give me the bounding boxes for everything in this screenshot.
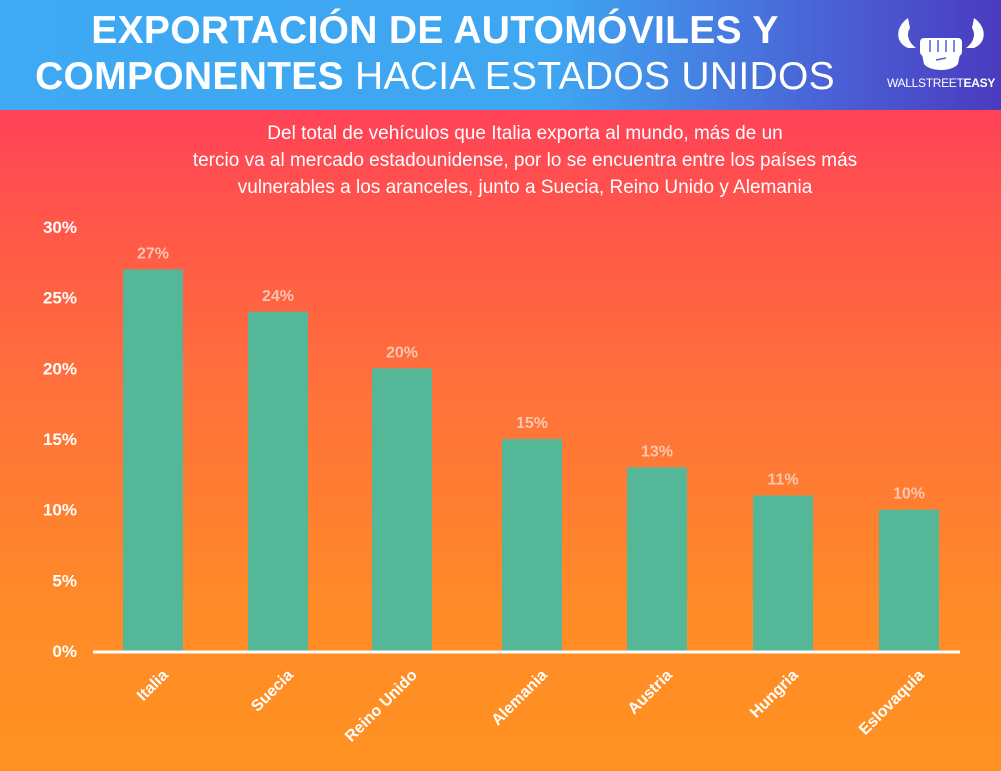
bar-suecia	[248, 311, 308, 651]
value-labels: 27% 24% 20% 15% 13% 11% 10%	[137, 245, 925, 502]
y-tick-label: 10%	[43, 501, 77, 520]
subtitle-line-1: Del total de vehículos que Italia export…	[267, 123, 783, 144]
subtitle-line-2: tercio va al mercado estadounidense, por…	[192, 150, 858, 171]
title-line-1: EXPORTACIÓN DE AUTOMÓVILES Y	[91, 9, 779, 52]
x-tick-label: Reino Unido	[342, 667, 421, 746]
value-label: 13%	[641, 443, 673, 460]
value-label: 27%	[137, 245, 169, 262]
x-tick-label: Alemania	[489, 667, 551, 729]
bar-hungria	[753, 495, 813, 651]
bars	[123, 269, 939, 651]
header-banner: EXPORTACIÓN DE AUTOMÓVILES Y COMPONENTES…	[0, 0, 1001, 110]
y-tick-label: 30%	[43, 218, 77, 237]
x-tick-label: Italia	[134, 667, 172, 705]
y-tick-label: 25%	[43, 289, 77, 308]
bar-alemania	[502, 439, 562, 651]
logo-text-light: WALLSTREET	[886, 76, 964, 90]
x-tick-label: Hungria	[747, 667, 802, 722]
logo-text-bold: EASY	[963, 76, 996, 90]
y-axis: 0% 5% 10% 15% 20% 25% 30%	[43, 218, 77, 661]
title-line-2-light: HACIA ESTADOS UNIDOS	[355, 55, 835, 98]
chart-title: EXPORTACIÓN DE AUTOMÓVILES Y COMPONENTES…	[0, 8, 870, 100]
bar-reino-unido	[372, 368, 432, 651]
chart-subtitle: Del total de vehículos que Italia export…	[60, 120, 990, 201]
subtitle-line-3: vulnerables a los aranceles, junto a Sue…	[237, 177, 813, 198]
value-label: 11%	[767, 472, 798, 489]
value-label: 24%	[262, 288, 294, 305]
bar-italia	[123, 269, 183, 651]
x-tick-label: Suecia	[248, 667, 297, 716]
y-tick-label: 0%	[52, 642, 77, 661]
value-label: 20%	[386, 344, 418, 361]
y-tick-label: 5%	[52, 571, 77, 590]
y-tick-label: 20%	[43, 359, 77, 378]
wallstreeteasy-logo: WALLSTREETEASY	[886, 12, 996, 92]
bar-eslovaquia	[879, 509, 939, 651]
x-axis-labels: Italia Suecia Reino Unido Alemania Austria Hu…	[134, 667, 928, 746]
title-line-2: COMPONENTES HACIA ESTADOS UNIDOS	[0, 54, 870, 100]
x-tick-label: Eslovaquia	[856, 667, 928, 739]
x-tick-label: Austria	[625, 667, 676, 718]
bar-austria	[627, 467, 687, 651]
value-label: 15%	[516, 415, 548, 432]
title-line-2-bold: COMPONENTES	[35, 55, 344, 98]
bull-horns-fist-icon	[898, 18, 984, 70]
y-tick-label: 15%	[43, 430, 77, 449]
value-label: 10%	[893, 486, 925, 503]
logo-text: WALLSTREETEASY	[886, 76, 996, 90]
